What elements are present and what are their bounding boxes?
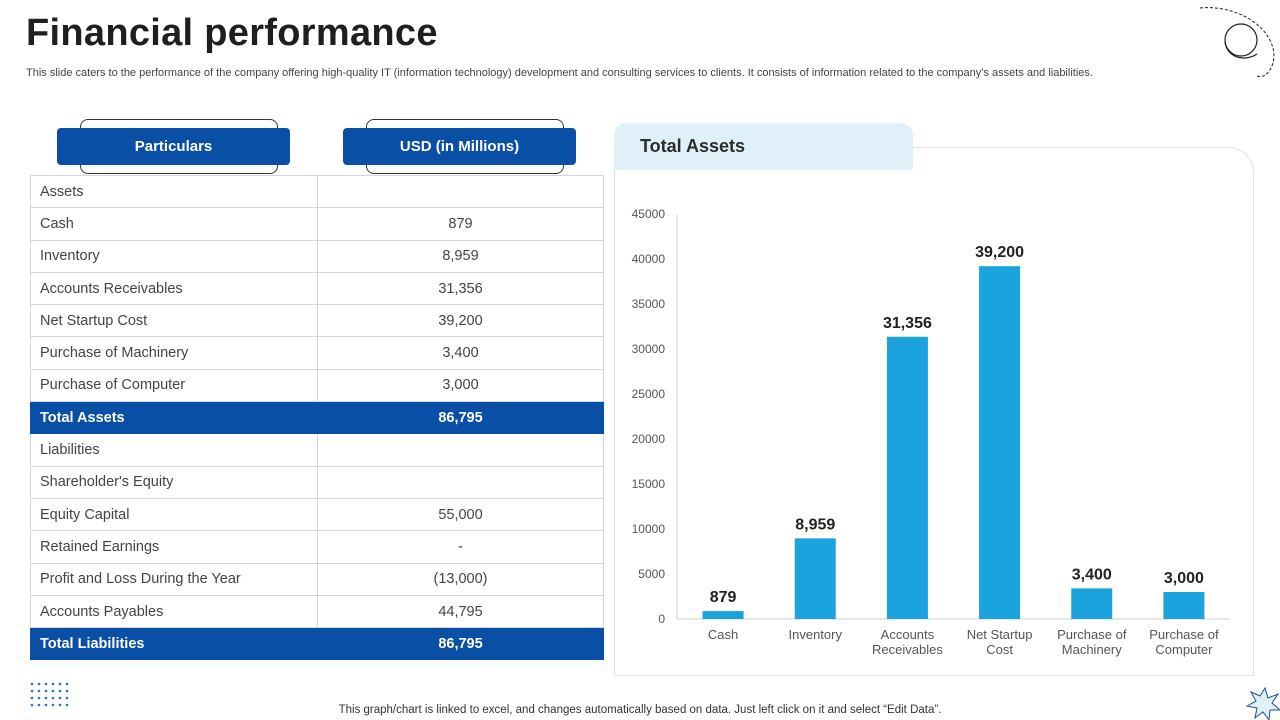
row-label: Cash [30,207,318,241]
row-label: Liabilities [30,433,318,467]
y-tick-label: 40000 [632,252,666,266]
row-value [317,433,604,467]
row-value: 879 [317,207,604,241]
row-value [317,174,604,209]
table-row: Equity Capital 55,000 [30,497,604,532]
y-tick-label: 10000 [632,522,666,536]
table-row: Total Liabilities 86,795 [30,627,604,661]
table-row: Accounts Payables 44,795 [30,594,604,629]
table-row: Purchase of Machinery 3,400 [30,336,604,370]
financial-table: Assets Cash 879 Inventory 8,959 Accounts Rece… [30,174,604,661]
bar [702,611,744,619]
y-tick-label: 45000 [632,207,666,221]
table-row: Accounts Receivables 31,356 [30,271,604,306]
row-value: 8,959 [317,239,604,273]
data-label: 8,959 [795,516,835,533]
column-header-usd: USD (in Millions) [343,128,576,165]
table-row: Purchase of Computer 3,000 [30,368,604,403]
column-header-particulars: Particulars [57,128,290,165]
bar [794,538,836,619]
x-tick-label: Accounts [881,627,935,642]
y-tick-label: 15000 [632,477,666,491]
table-row: Assets [30,174,604,209]
row-value: 55,000 [317,497,604,532]
row-label: Profit and Loss During the Year [30,562,318,596]
row-label: Accounts Payables [30,594,318,629]
row-label: Purchase of Machinery [30,336,318,370]
x-tick-label: Purchase of [1057,627,1127,642]
row-value [317,465,604,499]
row-label: Net Startup Cost [30,304,318,338]
row-value: 86,795 [317,401,604,435]
row-label: Inventory [30,239,318,273]
chart-title: Total Assets [640,136,746,156]
chart-panel [614,147,1254,676]
row-value: 44,795 [317,594,604,629]
decorative-starburst-icon [1245,686,1280,720]
y-tick-label: 25000 [632,387,666,401]
row-value: 3,400 [317,336,604,370]
bar [1071,588,1113,619]
data-label: 879 [710,589,737,606]
data-label: 3,400 [1072,566,1112,583]
x-tick-label: Net Startup [967,627,1033,642]
table-row: Profit and Loss During the Year (13,000) [30,562,604,596]
row-label: Total Assets [30,401,318,435]
row-value: - [317,530,604,564]
table-row: Cash 879 [30,207,604,241]
x-tick-label: Machinery [1062,642,1122,657]
table-row: Net Startup Cost 39,200 [30,304,604,338]
x-tick-label: Purchase of [1149,627,1219,642]
x-tick-label: Cash [708,627,738,642]
bar [886,336,928,619]
row-value: 39,200 [317,304,604,338]
table-row: Shareholder's Equity [30,465,604,499]
y-tick-label: 35000 [632,297,666,311]
row-label: Purchase of Computer [30,368,318,403]
x-tick-label: Inventory [789,627,843,642]
page-title: Financial performance [26,12,438,54]
row-label: Shareholder's Equity [30,465,318,499]
y-tick-label: 0 [658,612,665,626]
y-tick-label: 5000 [638,567,665,581]
bar [979,266,1021,619]
decorative-swirl-icon [1199,7,1275,78]
dot-grid-decoration [30,682,69,707]
bar [1163,592,1205,619]
x-tick-label: Computer [1155,642,1213,657]
table-row: Liabilities [30,433,604,467]
data-label: 3,000 [1164,570,1204,587]
y-tick-label: 30000 [632,342,666,356]
row-label: Assets [30,174,318,209]
row-value: 86,795 [317,627,604,661]
row-label: Equity Capital [30,497,318,532]
x-tick-label: Receivables [872,642,943,657]
row-label: Accounts Receivables [30,271,318,306]
row-value: (13,000) [317,562,604,596]
data-label: 39,200 [975,244,1024,261]
total-assets-bar-chart: 0 5000 10000 15000 20000 25000 30000 35000 40000… [632,207,1230,657]
y-tick-label: 20000 [632,432,666,446]
table-row: Total Assets 86,795 [30,401,604,435]
row-label: Total Liabilities [30,627,318,661]
data-label: 31,356 [883,315,932,332]
chart-title-tab [614,123,913,170]
table-row: Retained Earnings - [30,530,604,564]
row-value: 3,000 [317,368,604,403]
page-subtitle: This slide caters to the performance of … [26,67,1093,79]
x-tick-label: Cost [986,642,1013,657]
row-label: Retained Earnings [30,530,318,564]
row-value: 31,356 [317,271,604,306]
table-row: Inventory 8,959 [30,239,604,273]
footer-note: This graph/chart is linked to excel, and… [338,704,942,716]
